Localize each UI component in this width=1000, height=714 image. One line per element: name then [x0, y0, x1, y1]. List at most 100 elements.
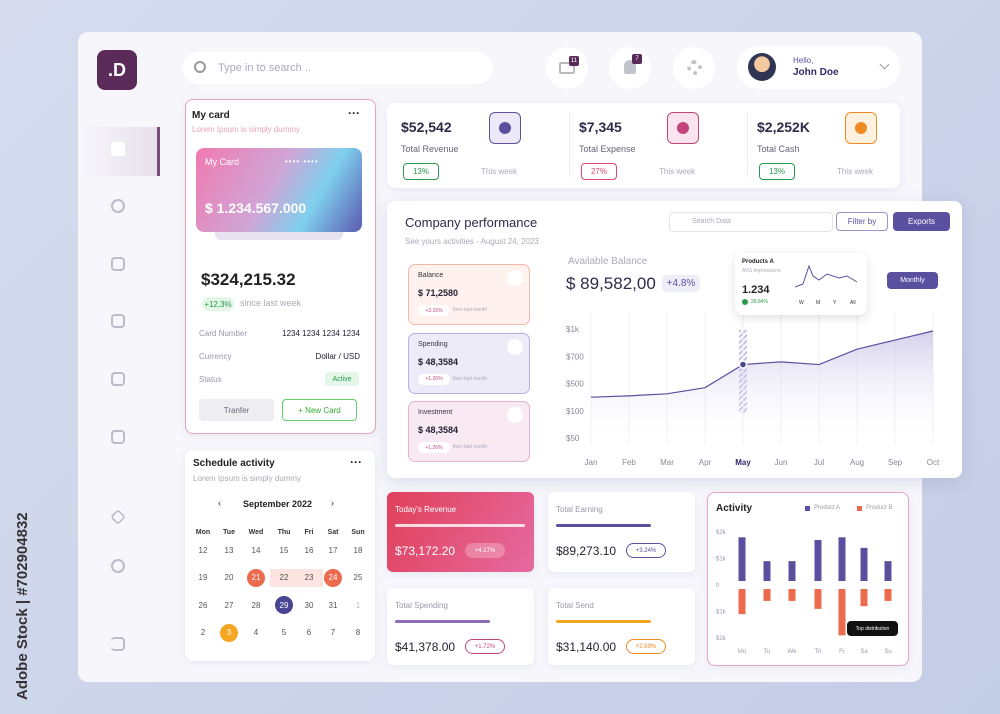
- nav-grid[interactable]: [111, 314, 125, 328]
- period-select[interactable]: Monthly: [887, 272, 938, 289]
- calendar-day[interactable]: 29: [275, 596, 293, 614]
- calendar-day[interactable]: 4: [253, 628, 259, 637]
- nav-bolt[interactable]: [111, 199, 125, 213]
- data-search[interactable]: [669, 212, 833, 232]
- next-month[interactable]: ›: [331, 498, 334, 508]
- search-box[interactable]: [182, 52, 493, 84]
- calendar-day[interactable]: 8: [355, 628, 361, 637]
- search-placeholder: Type in to search ..: [218, 62, 311, 74]
- x-tick-label: Su: [884, 649, 891, 655]
- nav-user[interactable]: [111, 430, 125, 444]
- tile-bar: [395, 620, 490, 623]
- calendar-day[interactable]: 26: [198, 600, 208, 610]
- x-tick-label: Sa: [860, 649, 868, 655]
- calendar-day[interactable]: 23: [304, 573, 314, 582]
- bar: [838, 537, 846, 581]
- detail-label: Status: [199, 375, 222, 384]
- bar: [763, 589, 771, 601]
- x-tick-label: Aug: [850, 458, 864, 467]
- bar: [838, 589, 846, 636]
- performance-tile[interactable]: [408, 401, 530, 462]
- summary-tile: [387, 492, 534, 572]
- transfer-button[interactable]: Tranfer: [199, 399, 274, 421]
- status-badge: Active: [325, 372, 359, 386]
- search-icon: [194, 61, 206, 73]
- stat-icon-glyph: [499, 122, 511, 134]
- tile-value: $89,273.10: [556, 544, 617, 558]
- tile-note: then last month: [453, 307, 488, 313]
- range-bg: [295, 568, 323, 587]
- x-tick-label: Th: [814, 649, 821, 655]
- detail-label: Card Number: [199, 329, 248, 338]
- tile-label: Investment: [418, 409, 453, 416]
- calendar-day[interactable]: 28: [251, 600, 261, 610]
- bar: [738, 537, 746, 581]
- stat-change: 27%: [581, 163, 617, 180]
- available-balance: $ 89,582,00: [566, 274, 656, 293]
- range-bg: [270, 568, 298, 587]
- stat-label: Total Revenue: [401, 144, 459, 154]
- calendar-day[interactable]: 19: [198, 573, 208, 582]
- y-tick-label: $1k: [716, 557, 727, 563]
- calendar-day[interactable]: 5: [281, 628, 287, 637]
- x-tick-label: Mo: [738, 649, 747, 655]
- calendar-day[interactable]: 13: [224, 545, 234, 555]
- calendar-day[interactable]: 16: [304, 545, 314, 555]
- data-search-placeholder: Search Data: [692, 218, 731, 225]
- logo: .D: [97, 50, 137, 90]
- divider: [569, 112, 570, 178]
- y-tick-label: $100: [566, 407, 584, 416]
- tile-label: Spending: [418, 340, 448, 348]
- card-amount: $ 1.234.567.000: [205, 200, 307, 216]
- calendar-day[interactable]: 27: [224, 600, 234, 610]
- calendar-day[interactable]: 22: [279, 573, 289, 582]
- tile-label: Total Send: [556, 601, 594, 610]
- filter-button[interactable]: Filter by: [836, 212, 888, 231]
- available-change: +4.8%: [662, 275, 700, 292]
- nav-card[interactable]: [111, 257, 125, 271]
- calendar-day[interactable]: 7: [330, 628, 336, 637]
- gear-icon: [687, 60, 702, 75]
- export-button[interactable]: Exports: [893, 212, 950, 231]
- messages-button[interactable]: [546, 47, 588, 89]
- balance: $324,215.32: [201, 270, 296, 289]
- new-card-button[interactable]: + New Card: [282, 399, 357, 421]
- calendar-day[interactable]: 24: [324, 568, 342, 587]
- calendar-day[interactable]: 14: [251, 545, 261, 555]
- calendar-day[interactable]: 17: [328, 545, 338, 555]
- weekday: Thu: [277, 529, 291, 536]
- nav-settings[interactable]: [111, 559, 125, 573]
- calendar-day[interactable]: 6: [306, 628, 312, 637]
- nav-logout[interactable]: [111, 637, 125, 651]
- tile-value: $ 48,3584: [418, 356, 459, 367]
- x-tick-label: We: [788, 649, 798, 655]
- legend-label: Product B: [866, 505, 893, 511]
- calendar-day[interactable]: 21: [247, 568, 265, 587]
- calendar-day[interactable]: 18: [353, 545, 363, 555]
- calendar-day[interactable]: 3: [220, 623, 238, 642]
- calendar-day[interactable]: 12: [198, 545, 208, 555]
- weekday: Mon: [195, 529, 211, 536]
- schedule-title: Schedule activity: [193, 458, 275, 469]
- nav-box[interactable]: [111, 372, 125, 386]
- weekday: Sat: [327, 529, 339, 536]
- nav-home[interactable]: [111, 142, 125, 156]
- bar: [884, 561, 892, 581]
- range-label: W: [799, 300, 804, 306]
- x-tick-label: Jan: [585, 458, 598, 467]
- calendar-day[interactable]: 30: [304, 600, 314, 610]
- y-tick-label: 0: [716, 583, 720, 589]
- calendar-day[interactable]: 2: [200, 628, 206, 637]
- x-tick-label: Feb: [622, 458, 636, 467]
- user-name: John Doe: [793, 67, 839, 78]
- calendar-day[interactable]: 1: [355, 600, 361, 610]
- calendar-day[interactable]: 25: [353, 573, 363, 582]
- x-tick-label: Fr: [839, 649, 845, 655]
- calendar-day[interactable]: 15: [279, 545, 289, 555]
- calendar-day[interactable]: 20: [224, 573, 234, 582]
- activity-title: Activity: [716, 503, 753, 514]
- calendar-day[interactable]: 31: [328, 600, 338, 610]
- balance-change: +12,3%: [202, 297, 234, 311]
- prev-month[interactable]: ‹: [218, 498, 221, 508]
- weekday: Wed: [248, 529, 264, 536]
